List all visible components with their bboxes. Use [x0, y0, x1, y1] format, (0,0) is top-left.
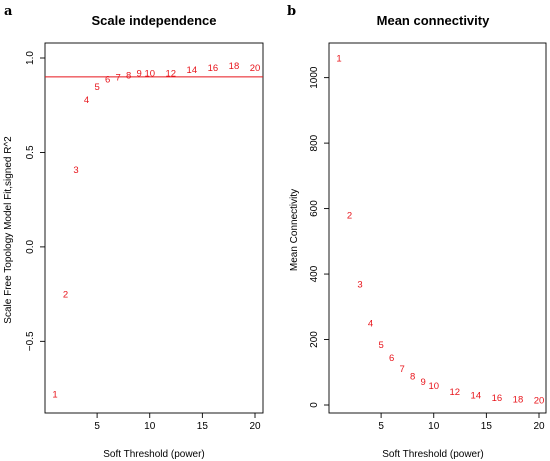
data-point-b-5: 5 [378, 340, 383, 351]
data-point-b-4: 4 [368, 319, 373, 330]
data-point-a-18: 18 [229, 61, 240, 72]
data-point-a-4: 4 [84, 95, 89, 106]
data-point-b-10: 10 [428, 381, 439, 392]
x-tick-label-b: 15 [481, 421, 493, 432]
plot-box-a [44, 42, 264, 414]
data-point-a-12: 12 [166, 69, 177, 80]
data-point-a-16: 16 [208, 63, 219, 74]
data-point-a-20: 20 [250, 63, 261, 74]
y-tick-label-b: 400 [309, 265, 320, 282]
data-point-b-20: 20 [534, 396, 545, 407]
x-tick-label-b: 10 [428, 421, 440, 432]
x-tick-label-a: 20 [249, 421, 261, 432]
data-point-b-16: 16 [492, 393, 503, 404]
y-tick-label-a: 0.0 [25, 240, 36, 254]
y-axis-label-b: Mean Connectivity [289, 189, 300, 271]
y-tick-label-b: 0 [309, 402, 320, 408]
y-tick-label-b: 1000 [309, 66, 320, 89]
data-point-a-2: 2 [63, 290, 68, 301]
data-point-a-6: 6 [105, 74, 110, 85]
x-tick-label-a: 5 [94, 421, 100, 432]
data-point-b-6: 6 [389, 353, 394, 364]
y-tick-label-a: 0.5 [25, 145, 36, 159]
y-axis-label-a: Scale Free Topology Model Fit,signed R^2 [3, 136, 14, 324]
chart-title-b: Mean connectivity [377, 13, 490, 28]
data-point-b-2: 2 [347, 211, 352, 222]
data-point-a-9: 9 [137, 69, 142, 80]
y-tick-label-b: 200 [309, 331, 320, 348]
panel-letter-b: b [287, 4, 296, 19]
data-point-a-3: 3 [73, 165, 78, 176]
data-point-b-14: 14 [471, 390, 482, 401]
data-point-b-12: 12 [450, 387, 461, 398]
data-point-b-1: 1 [336, 54, 341, 65]
y-tick-label-b: 600 [309, 200, 320, 217]
data-point-a-8: 8 [126, 71, 131, 82]
data-point-a-5: 5 [94, 82, 99, 93]
data-point-b-9: 9 [421, 377, 426, 388]
x-tick-label-b: 5 [378, 421, 384, 432]
chart-title-a: Scale independence [92, 13, 217, 28]
y-tick-label-b: 800 [309, 134, 320, 151]
y-tick-label-a: 1.0 [25, 51, 36, 65]
x-axis-label-a: Soft Threshold (power) [103, 449, 205, 460]
data-point-b-3: 3 [357, 279, 362, 290]
data-point-b-8: 8 [410, 372, 415, 383]
data-point-a-10: 10 [144, 69, 155, 80]
x-axis-label-b: Soft Threshold (power) [382, 449, 484, 460]
x-tick-label-a: 15 [197, 421, 209, 432]
data-point-a-14: 14 [187, 65, 198, 76]
data-point-b-18: 18 [513, 395, 524, 406]
y-tick-label-a: −0.5 [25, 331, 36, 351]
panel-letter-a: a [4, 4, 13, 19]
data-point-a-1: 1 [52, 390, 57, 401]
data-point-a-7: 7 [116, 72, 121, 83]
x-tick-label-a: 10 [144, 421, 156, 432]
plot-box-b [328, 42, 547, 414]
x-tick-label-b: 20 [533, 421, 545, 432]
data-point-b-7: 7 [400, 364, 405, 375]
